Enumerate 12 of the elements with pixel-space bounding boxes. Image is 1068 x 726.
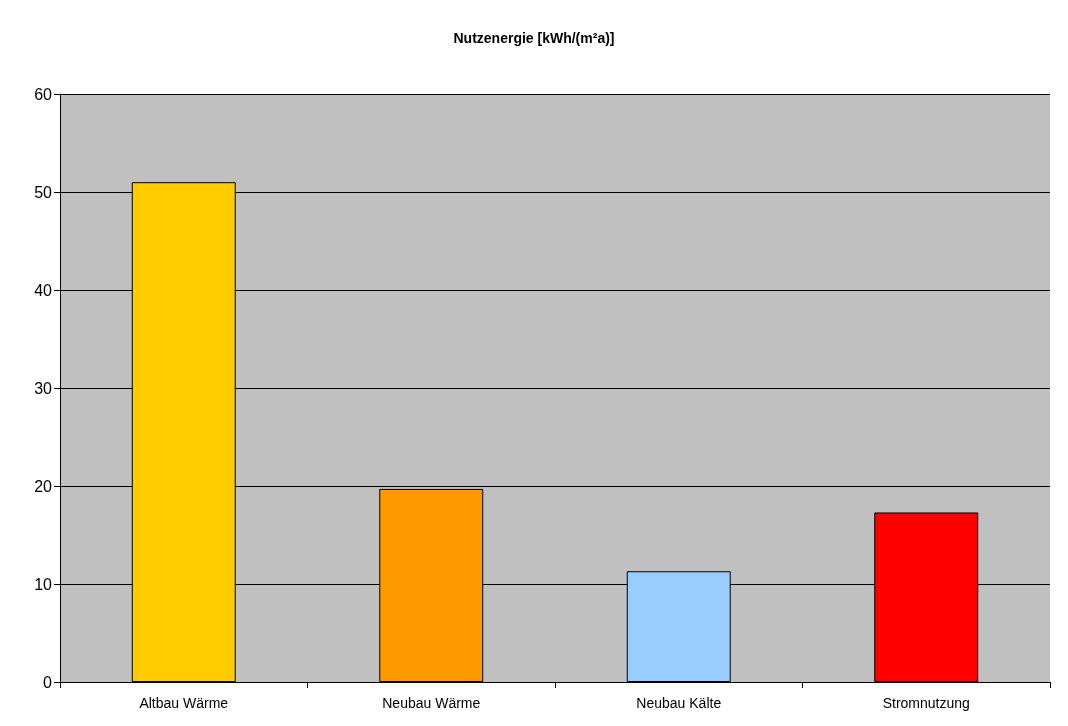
y-tick-label: 40 [34,281,53,299]
chart-title: Nutzenergie [kWh/(m²a)] [453,30,615,46]
y-tick-label: 60 [34,85,53,103]
x-tick-label: Neubau Wärme [382,695,481,711]
y-tick-label: 50 [34,183,53,201]
y-tick-label: 20 [34,477,53,495]
x-tick-label: Stromnutzung [882,695,970,711]
y-tick-label: 0 [43,673,53,691]
y-tick-label: 10 [34,575,53,593]
x-tick-label: Altbau Wärme [139,695,229,711]
x-tick-label: Neubau Kälte [636,695,722,711]
y-tick-label: 30 [34,379,53,397]
